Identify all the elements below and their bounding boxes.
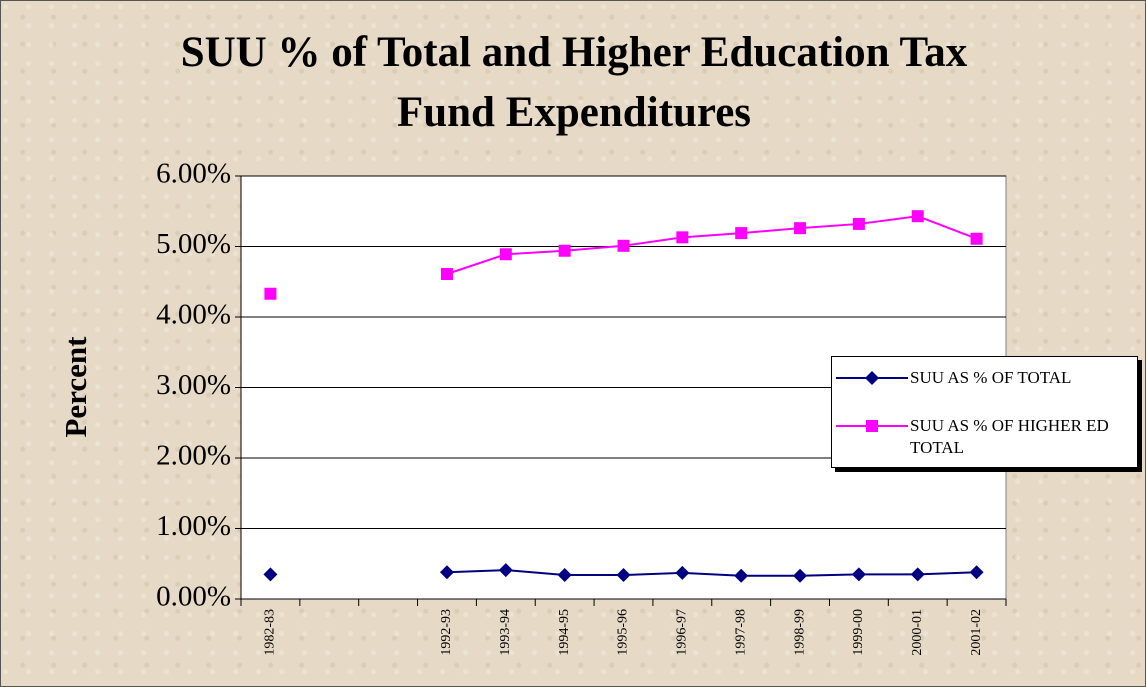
marker <box>616 568 631 583</box>
marker <box>557 568 572 583</box>
y-tick-label: 4.00% <box>156 299 231 331</box>
x-tick-label: 1994-95 <box>557 609 572 656</box>
x-tick-label: 1998-99 <box>792 609 807 656</box>
x-tick-label: 2001-02 <box>969 609 984 656</box>
marker <box>970 232 983 245</box>
marker <box>263 567 278 582</box>
marker <box>617 239 630 252</box>
marker <box>910 567 925 582</box>
marker <box>676 231 689 244</box>
marker <box>793 568 808 583</box>
legend-item: SUU AS % OF HIGHER ED TOTAL <box>832 415 1137 459</box>
y-tick-label: 5.00% <box>156 228 231 260</box>
series-line <box>446 569 977 577</box>
marker <box>911 210 924 223</box>
x-tick-label: 1993-94 <box>498 609 513 656</box>
legend-marker <box>866 420 878 432</box>
legend-item: SUU AS % OF TOTAL <box>832 367 1137 389</box>
x-tick-label: 1997-98 <box>733 609 748 656</box>
marker <box>558 244 571 257</box>
x-tick-label: 1995-96 <box>616 609 631 656</box>
marker <box>851 567 866 582</box>
x-tick-label: 1996-97 <box>675 609 690 656</box>
y-tick-label: 2.00% <box>156 440 231 472</box>
chart-title: SUU % of Total and Higher Education Tax … <box>180 29 968 136</box>
marker <box>499 248 512 261</box>
x-tick-label: 1982-83 <box>263 609 278 656</box>
marker <box>498 563 513 578</box>
legend-label: SUU AS % OF TOTAL <box>910 368 1072 387</box>
legend-swatch <box>836 371 908 385</box>
marker <box>675 565 690 580</box>
marker <box>735 227 748 240</box>
legend-swatch <box>836 420 908 432</box>
x-tick-label: 1992-93 <box>439 609 454 656</box>
marker <box>264 287 277 300</box>
marker <box>852 217 865 230</box>
y-tick-label: 1.00% <box>156 510 231 542</box>
x-tick-label: 2000-01 <box>910 609 925 656</box>
legend-label: SUU AS % OF HIGHER ED TOTAL <box>910 416 1109 457</box>
marker <box>794 222 807 235</box>
marker <box>439 565 454 580</box>
series-line <box>446 215 977 275</box>
y-tick-label: 3.00% <box>156 369 231 401</box>
marker <box>734 568 749 583</box>
y-tick-label: 6.00% <box>156 158 231 190</box>
x-tick-label: 1999-00 <box>851 609 866 656</box>
y-tick-label: 0.00% <box>156 581 231 613</box>
marker <box>969 565 984 580</box>
marker <box>440 267 453 280</box>
legend: SUU AS % OF TOTAL SUU AS % OF HIGHER ED T… <box>831 356 1138 468</box>
y-axis-label: Percent <box>58 336 93 438</box>
legend-marker <box>865 371 879 385</box>
